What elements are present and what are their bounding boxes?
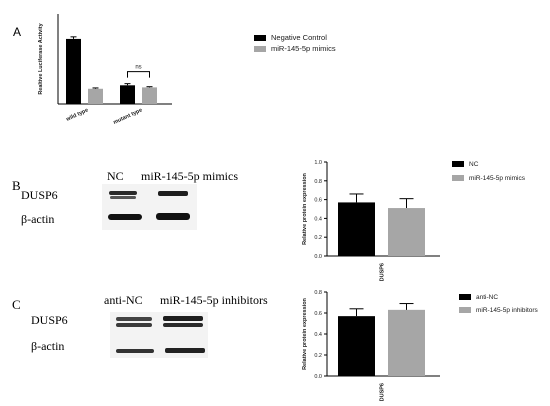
blot-c-row-label-actin: β-actin: [31, 339, 64, 353]
luciferase-significance-bracket: [127, 71, 150, 78]
protein-c-category-label: DUSP6: [380, 383, 386, 401]
blot-b-band-dusp6-nc-lower: [110, 196, 136, 199]
blot-c-band-dusp6-anti-nc-lower: [116, 323, 152, 327]
protein-c-legend-swatch: [459, 307, 471, 313]
protein-b-chart: 0.0 0.2 0.4 0.6 0.8 1.0 Relative protein expre…: [302, 160, 526, 281]
luciferase-bar: [66, 38, 81, 104]
protein-c-ytick-label: 0.4: [314, 332, 322, 338]
blot-b-row-label-actin: β-actin: [21, 212, 54, 226]
protein-c-legend-swatch: [459, 294, 471, 300]
luciferase-y-axis-label: Realtive Luciferase Activity: [38, 22, 44, 94]
protein-b-ytick-label: 0.0: [314, 254, 322, 260]
blot-c-band-dusp6-inhibitors-lower: [163, 323, 203, 327]
blot-c-band-dusp6-inhibitors-upper: [163, 316, 203, 321]
protein-b-ytick-label: 0.6: [314, 198, 322, 204]
protein-b-legend-label: NC: [469, 161, 479, 168]
blot-b-lane-label-nc: NC: [107, 169, 124, 183]
blot-c-lane-label-inhibitors: miR-145-5p inhibitors: [160, 293, 268, 307]
protein-b-ytick-label: 0.8: [314, 179, 322, 185]
protein-b-ytick-label: 0.4: [314, 216, 322, 222]
protein-c-bar: [338, 316, 375, 376]
luciferase-category-label: wild type: [65, 107, 90, 123]
protein-c-legend-label: miR-145-5p inhibitors: [476, 307, 539, 314]
blot-c-band-dusp6-anti-nc-upper: [116, 317, 152, 321]
protein-b-legend-swatch: [452, 175, 464, 181]
western-blot-c: anti-NC miR-145-5p inhibitors DUSP6 β-ac…: [31, 293, 268, 358]
luciferase-bar: [88, 88, 103, 104]
protein-c-ytick-label: 0.2: [314, 353, 322, 359]
panel-c-letter: C: [12, 297, 21, 312]
protein-b-y-axis-label: Relative protein expression: [302, 172, 308, 244]
blot-b-lane-label-mimics: miR-145-5p mimics: [141, 169, 238, 183]
protein-c-bar: [388, 309, 425, 376]
luciferase-bar: [142, 87, 157, 104]
blot-c-band-actin-anti-nc: [116, 349, 154, 353]
protein-c-y-axis-label: Relative protein expression: [302, 297, 308, 369]
panel-a-letter: A: [13, 25, 21, 39]
blot-c-band-actin-inhibitors: [165, 348, 205, 353]
luciferase-legend-swatch: [254, 46, 266, 52]
protein-c-legend-label: anti-NC: [476, 294, 498, 301]
blot-b-membrane: [102, 184, 197, 230]
luciferase-legend-label: miR-145-5p mimics: [271, 44, 336, 53]
luciferase-legend-label: Negative Control: [271, 33, 327, 42]
luciferase-significance-label: ns: [135, 65, 141, 71]
protein-b-bar: [338, 202, 375, 256]
panel-b-letter: B: [12, 178, 21, 193]
protein-b-ytick-label: 0.2: [314, 235, 322, 241]
blot-b-band-actin-mimics: [156, 213, 190, 220]
protein-c-chart: 0.0 0.2 0.4 0.6 0.8 Relative protein expressi…: [302, 290, 539, 401]
protein-b-category-label: DUSP6: [380, 263, 386, 281]
protein-b-bar: [388, 208, 425, 256]
protein-b-legend-label: miR-145-5p mimics: [469, 175, 526, 182]
protein-b-legend-swatch: [452, 161, 464, 167]
protein-b-ytick-label: 1.0: [314, 160, 322, 166]
blot-b-row-label-dusp6: DUSP6: [21, 188, 58, 202]
western-blot-b: NC miR-145-5p mimics DUSP6 β-actin: [21, 169, 238, 230]
blot-b-band-dusp6-nc-upper: [109, 191, 137, 195]
protein-c-ytick-label: 0.6: [314, 311, 322, 317]
protein-c-ytick-label: 0.0: [314, 374, 322, 380]
luciferase-legend-swatch: [254, 35, 266, 41]
luciferase-chart: Realtive Luciferase Activity wild type mut…: [38, 14, 336, 126]
luciferase-bar: [120, 85, 135, 104]
blot-c-lane-label-anti-nc: anti-NC: [104, 293, 143, 307]
blot-c-row-label-dusp6: DUSP6: [31, 313, 68, 327]
blot-b-band-dusp6-mimics: [158, 191, 188, 196]
blot-b-band-actin-nc: [108, 214, 142, 220]
protein-c-ytick-label: 0.8: [314, 290, 322, 296]
luciferase-category-label: mutant type: [113, 107, 144, 126]
